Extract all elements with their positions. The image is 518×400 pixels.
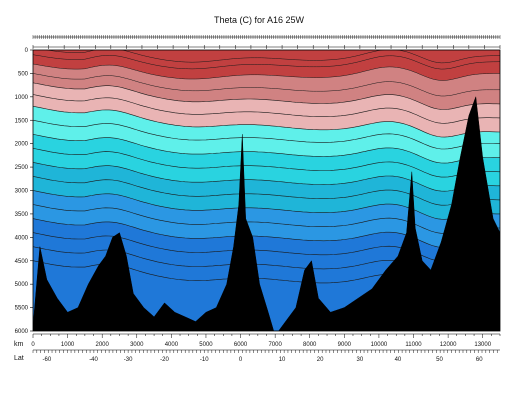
isotherm-contour	[33, 119, 500, 150]
y-tick-label: 6000	[15, 329, 29, 335]
seafloor-bathymetry	[33, 96, 500, 331]
y-tick-label: 3000	[15, 189, 29, 195]
temperature-band	[33, 50, 500, 63]
lat-tick-label: -60	[43, 357, 52, 363]
km-tick-label: 0	[31, 342, 35, 348]
lat-tick-label: 50	[436, 357, 443, 363]
lat-tick-label: -40	[89, 357, 98, 363]
km-tick-label: 10000	[371, 342, 388, 348]
km-tick-label: 7000	[268, 342, 282, 348]
plot-area	[33, 50, 500, 331]
section-body	[33, 50, 500, 331]
lat-axis-label: Lat	[14, 355, 24, 362]
y-tick-label: 3500	[15, 212, 29, 218]
isotherm-contour	[33, 204, 500, 234]
isotherm-contour	[33, 82, 500, 110]
chart-title: Theta (C) for A16 25W	[214, 15, 305, 25]
lat-tick-label: -10	[200, 357, 209, 363]
isotherm-contour	[33, 94, 500, 124]
station-tick-strip	[32, 35, 501, 49]
isotherm-contour	[33, 176, 500, 206]
y-tick-label: 1000	[15, 95, 29, 101]
axes: 0500100015002000250030003500400045005000…	[15, 48, 501, 363]
y-tick-label: 1500	[15, 118, 29, 124]
lat-tick-label: 30	[357, 357, 364, 363]
y-tick-label: 2500	[15, 165, 29, 171]
y-tick-label: 5000	[15, 282, 29, 288]
x-axis-label: km	[14, 341, 24, 348]
y-tick-label: 2000	[15, 142, 29, 148]
isotherm-contour	[33, 54, 500, 70]
isotherm-contour	[33, 134, 500, 164]
y-tick-label: 4500	[15, 259, 29, 265]
km-tick-label: 12000	[440, 342, 457, 348]
y-tick-label: 0	[25, 48, 29, 54]
lat-tick-label: 10	[279, 357, 286, 363]
isotherm-contour	[33, 218, 500, 248]
km-tick-label: 6000	[234, 342, 248, 348]
km-tick-label: 13000	[474, 342, 491, 348]
km-tick-label: 8000	[303, 342, 317, 348]
isotherm-contour	[33, 73, 500, 97]
km-tick-label: 4000	[165, 342, 179, 348]
lat-tick-label: -30	[124, 357, 133, 363]
isotherm-contour	[33, 232, 500, 262]
isotherm-contour	[33, 190, 500, 220]
lat-tick-label: 20	[317, 357, 324, 363]
isotherm-contour	[33, 105, 500, 138]
km-tick-label: 5000	[199, 342, 213, 348]
km-tick-label: 3000	[130, 342, 144, 348]
isotherm-contour	[45, 50, 500, 64]
isotherm-contour	[33, 162, 500, 192]
y-tick-label: 5500	[15, 306, 29, 312]
isotherm-contour	[33, 63, 500, 81]
km-tick-label: 9000	[338, 342, 352, 348]
isotherm-contour	[33, 148, 500, 178]
km-tick-label: 1000	[61, 342, 75, 348]
y-tick-label: 500	[18, 71, 29, 77]
lat-tick-label: 40	[395, 357, 402, 363]
lat-tick-label: 60	[476, 357, 483, 363]
lat-tick-label: -20	[160, 357, 169, 363]
km-tick-label: 2000	[96, 342, 110, 348]
km-tick-label: 11000	[405, 342, 422, 348]
y-tick-label: 4000	[15, 235, 29, 241]
lat-tick-label: 0	[239, 357, 243, 363]
